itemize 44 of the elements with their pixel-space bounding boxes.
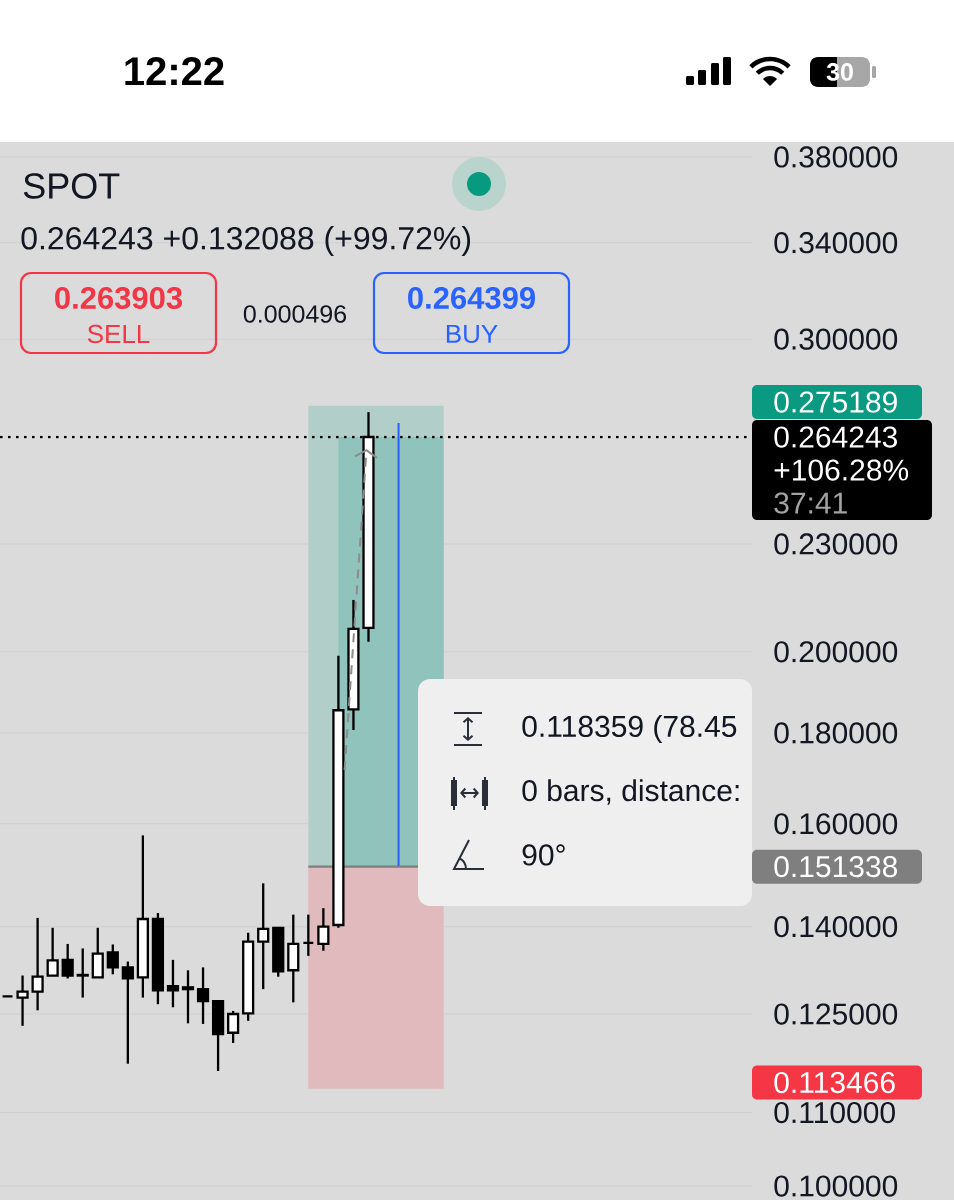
y-tick-label: 0.160000 bbox=[774, 813, 898, 835]
candlestick bbox=[1, 995, 14, 998]
y-tick-label: 0.140000 bbox=[774, 916, 898, 938]
text: 37:41 bbox=[774, 492, 847, 514]
y-tick-label: 0.100000 bbox=[774, 1175, 898, 1197]
candlestick bbox=[317, 907, 330, 952]
candlestick bbox=[46, 926, 59, 977]
annotation: SELL bbox=[87, 324, 150, 344]
candlestick bbox=[121, 960, 134, 1065]
annotation: 0.000496 bbox=[243, 305, 347, 323]
text: 12:22 bbox=[125, 57, 224, 85]
candlestick bbox=[106, 943, 119, 976]
candlestick bbox=[91, 926, 104, 979]
y-tick-label: 0.110000 bbox=[774, 1101, 895, 1124]
y-tick-label: 0.340000 bbox=[774, 232, 898, 254]
annotation: 0.263903 bbox=[55, 287, 183, 309]
y-tick-label: 0.300000 bbox=[774, 328, 898, 350]
candlestick bbox=[61, 942, 74, 980]
y-tick-label: 0.125000 bbox=[774, 1003, 898, 1025]
annotation: 0 bars, distance: bbox=[522, 779, 739, 805]
text: 0.151338 bbox=[774, 856, 898, 878]
annotation: 0.264399 bbox=[408, 287, 535, 309]
candlestick bbox=[196, 966, 210, 1026]
candlestick bbox=[16, 974, 29, 1027]
y-tick-label: 0.380000 bbox=[774, 146, 898, 168]
y-tick-label: 0.230000 bbox=[774, 533, 898, 555]
text: 0.275189 bbox=[774, 391, 897, 413]
y-tick-label: 0.200000 bbox=[774, 641, 898, 663]
y-tick-label: 0.180000 bbox=[774, 722, 898, 744]
candlestick bbox=[302, 913, 315, 957]
candlestick bbox=[76, 947, 89, 999]
candlestick bbox=[181, 969, 195, 1025]
candlestick bbox=[257, 882, 270, 991]
text: 0.264243 +0.132088 (+99.72%) bbox=[21, 226, 471, 256]
candlestick bbox=[31, 916, 44, 1012]
ref-line-label: 0.264243 bbox=[774, 426, 897, 448]
text: +106.28% bbox=[774, 459, 909, 481]
text: 0.113466 bbox=[774, 1071, 895, 1094]
text: SPOT bbox=[23, 173, 120, 199]
annotation: 0.118359 (78.45 bbox=[522, 715, 737, 743]
candlestick bbox=[227, 1009, 240, 1045]
candlestick bbox=[166, 958, 180, 1009]
annotation: BUY bbox=[446, 324, 498, 344]
annotation: 90° bbox=[522, 844, 565, 866]
